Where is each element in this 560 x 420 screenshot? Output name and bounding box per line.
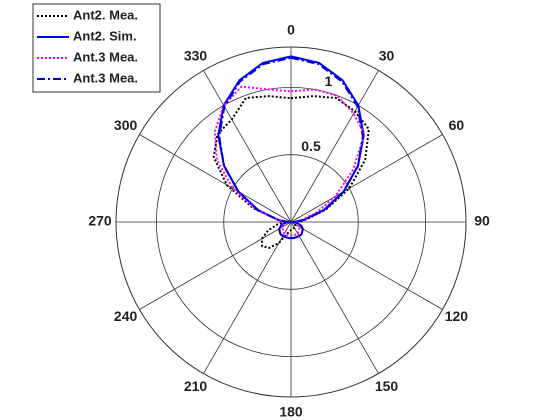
theta-tick-label: 330 [184,47,208,63]
theta-tick-label: 180 [279,404,303,420]
legend-label: Ant2. Mea. [73,7,138,22]
legend-label: Ant.3 Mea. [73,49,138,64]
r-tick-label: 0.5 [301,138,321,154]
theta-grid-line [290,70,379,223]
legend-label: Ant.3 Mea. [73,70,138,85]
theta-grid-line [290,221,443,310]
theta-tick-label: 150 [375,378,399,394]
r-tick-label: 1 [325,73,333,89]
series-line [218,56,364,240]
legend-label: Ant2. Sim. [73,28,137,43]
theta-tick-label: 60 [449,117,465,133]
theta-tick-label: 240 [114,308,138,324]
theta-tick-label: 210 [184,378,208,394]
theta-grid-line [290,221,379,374]
theta-tick-label: 300 [114,117,138,133]
theta-grid-line [139,134,292,223]
theta-tick-label: 270 [88,213,112,229]
theta-tick-label: 120 [445,308,469,324]
theta-grid-line [203,221,292,374]
theta-tick-label: 0 [287,22,295,38]
theta-tick-label: 90 [474,213,490,229]
theta-grid-line [290,134,443,223]
theta-grid-line [203,70,292,223]
theta-tick-label: 30 [379,47,395,63]
legend-box [32,3,161,93]
series-line [213,85,366,237]
series-line [212,95,370,249]
theta-grid-line [139,221,292,310]
